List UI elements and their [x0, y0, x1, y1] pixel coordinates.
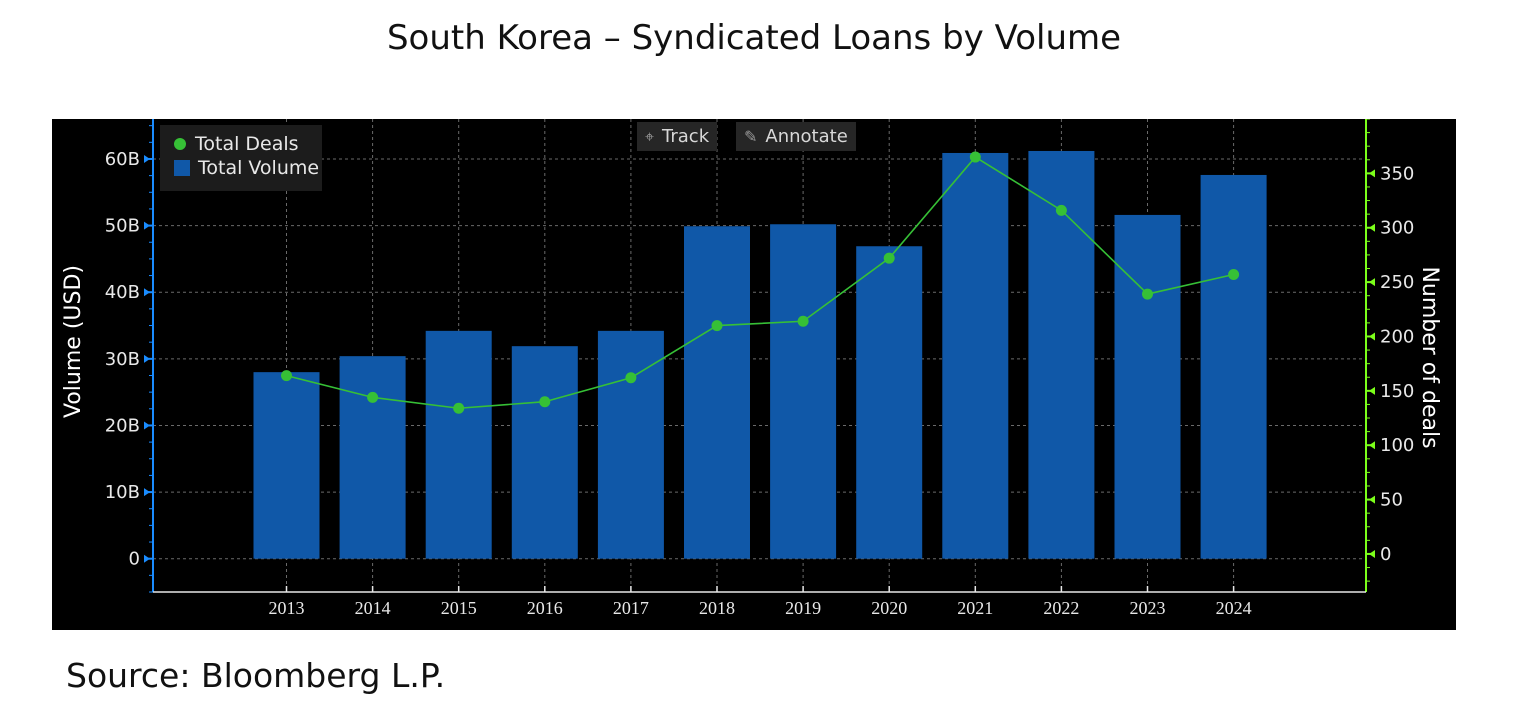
bar-2023: [1114, 214, 1181, 559]
x-tick-label-2019: 2019: [785, 598, 821, 618]
left-tick-arrow: [144, 154, 150, 163]
deals-point-2018: [711, 320, 723, 332]
x-tick-label-2022: 2022: [1043, 598, 1079, 618]
left-tick-label: 20B: [105, 415, 140, 436]
x-tick-label-2020: 2020: [871, 598, 907, 618]
right-tick-label: 350: [1380, 163, 1414, 184]
deals-point-2014: [367, 391, 379, 403]
deals-point-2022: [1055, 204, 1067, 216]
annotate-label: Annotate: [765, 126, 848, 147]
bar-2024: [1200, 174, 1267, 559]
y-axis-title-right: Number of deals: [1417, 266, 1442, 448]
legend-label-total-volume: Total Volume: [198, 157, 320, 179]
deals-line: [286, 156, 1234, 410]
x-tick-label-2015: 2015: [441, 598, 477, 618]
deals-point-2016: [539, 396, 551, 408]
x-tick-label-2018: 2018: [699, 598, 735, 618]
right-tick-label: 0: [1380, 544, 1391, 565]
x-tick-label-2014: 2014: [355, 598, 391, 618]
right-tick-arrow: [1369, 386, 1375, 395]
x-tick-label-2021: 2021: [957, 598, 993, 618]
annotate-button[interactable]: ✎ Annotate: [736, 122, 856, 151]
left-tick-label: 30B: [105, 349, 140, 370]
right-tick-arrow: [1369, 223, 1375, 232]
bar-2022: [1028, 150, 1095, 559]
bar-2020: [856, 246, 923, 559]
bar-2016: [511, 346, 578, 559]
y-axis-title-left: Volume (USD): [61, 265, 86, 418]
left-tick-label: 10B: [105, 482, 140, 503]
legend-label-total-deals: Total Deals: [195, 133, 299, 155]
left-tick-arrow: [144, 488, 150, 497]
right-tick-arrow: [1369, 549, 1375, 558]
right-tick-label: 250: [1380, 272, 1414, 293]
right-tick-label: 50: [1380, 490, 1403, 511]
track-label: Track: [662, 126, 710, 147]
deals-point-2015: [453, 402, 465, 414]
legend[interactable]: Total Deals Total Volume: [160, 125, 322, 191]
right-tick-arrow: [1369, 278, 1375, 287]
left-tick-arrow: [144, 554, 150, 563]
pencil-icon: ✎: [744, 127, 758, 146]
bar-2019: [770, 224, 837, 559]
page-title: South Korea – Syndicated Loans by Volume: [386, 18, 1122, 58]
bar-2018: [684, 226, 750, 559]
right-tick-arrow: [1369, 441, 1375, 450]
x-tick-label-2013: 2013: [269, 598, 305, 618]
left-tick-arrow: [144, 288, 150, 297]
right-tick-label: 300: [1380, 218, 1414, 239]
deals-point-2021: [969, 151, 981, 163]
legend-item-total-deals[interactable]: Total Deals: [174, 133, 299, 155]
deals-point-2024: [1228, 268, 1240, 280]
chart-panel[interactable]: 0 10B 20B 30B 40B 50B 60B 0 50 100 150 200 250 300 350…: [52, 119, 1456, 630]
deals-point-2020: [883, 252, 895, 264]
legend-item-total-volume[interactable]: Total Volume: [174, 157, 319, 179]
left-tick-label: 50B: [105, 216, 140, 237]
x-tick-label-2016: 2016: [527, 598, 563, 618]
deals-point-2019: [797, 315, 809, 327]
right-tick-label: 150: [1380, 381, 1414, 402]
deals-point-2017: [625, 372, 637, 384]
right-tick-label: 100: [1380, 435, 1414, 456]
bar-2015: [425, 330, 492, 559]
x-tick-label-2017: 2017: [613, 598, 649, 618]
bar-2014: [339, 356, 406, 559]
right-tick-label: 200: [1380, 326, 1414, 347]
legend-square-icon: [174, 160, 190, 176]
left-tick-arrow: [144, 354, 150, 363]
crosshair-icon: ⌖: [645, 126, 655, 146]
left-tick-label: 0: [129, 549, 140, 570]
left-tick-label: 40B: [105, 282, 140, 303]
right-tick-arrow: [1369, 495, 1375, 504]
source-note: Source: Bloomberg L.P.: [66, 656, 446, 695]
bar-2013: [253, 372, 320, 559]
chart-plot[interactable]: 0 10B 20B 30B 40B 50B 60B 0 50 100 150 200 250 300 350…: [52, 119, 1456, 630]
deals-point-2023: [1142, 288, 1153, 300]
track-button[interactable]: ⌖ Track: [637, 122, 718, 151]
bar-2017: [597, 330, 664, 559]
x-tick-label-2024: 2024: [1216, 598, 1252, 618]
bar-2021: [942, 152, 1009, 559]
left-tick-arrow: [144, 221, 150, 230]
legend-dot-icon: [174, 138, 186, 150]
x-tick-label-2023: 2023: [1130, 598, 1166, 618]
left-tick-arrow: [144, 421, 150, 430]
right-tick-arrow: [1369, 332, 1375, 341]
deals-point-2013: [281, 370, 292, 382]
right-tick-arrow: [1369, 169, 1375, 178]
left-tick-label: 60B: [105, 149, 140, 170]
